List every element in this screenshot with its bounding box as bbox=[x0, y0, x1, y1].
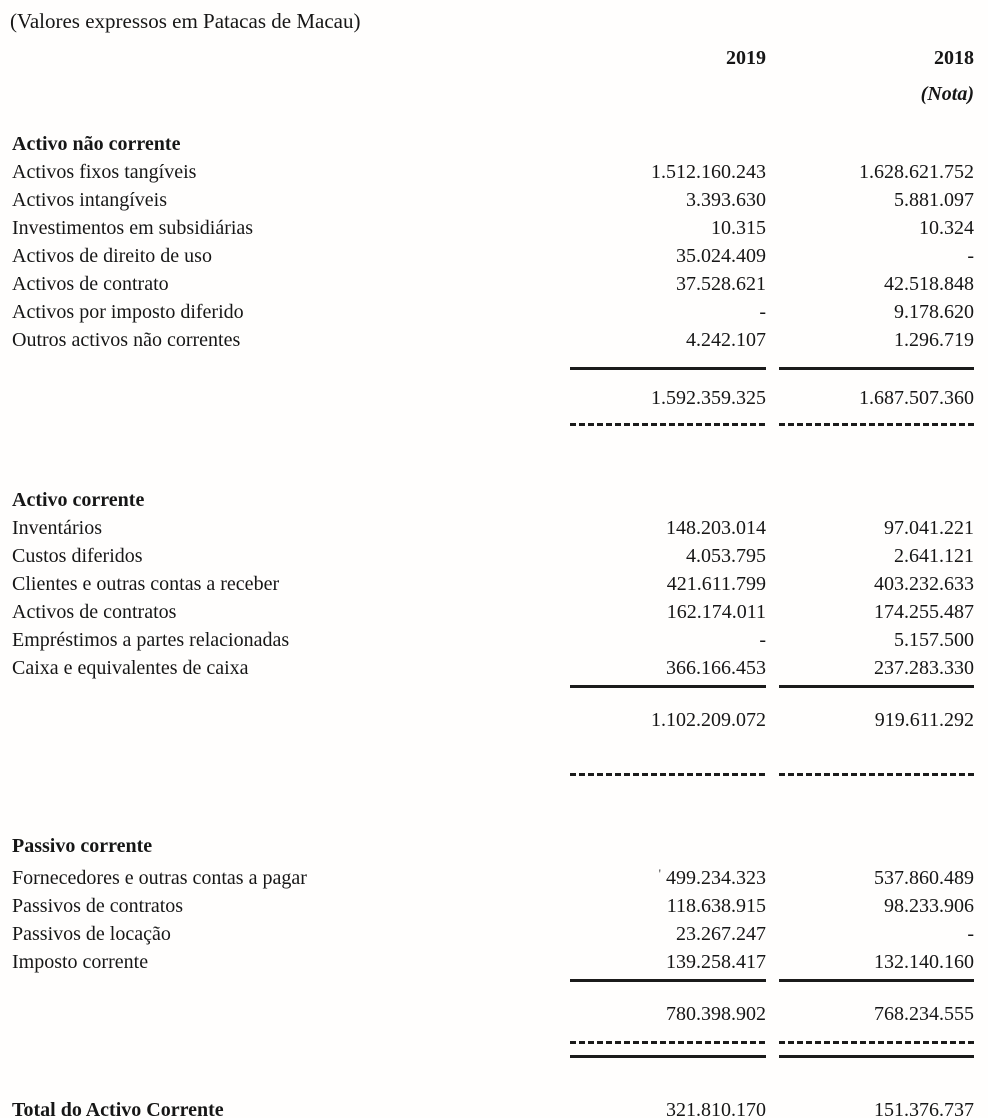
column-headers: 2019 2018 bbox=[0, 46, 988, 70]
row-label: Passivos de locação bbox=[12, 923, 171, 945]
table-row: Empréstimos a partes relacionadas - 5.15… bbox=[0, 626, 988, 654]
value-2018: 98.233.906 bbox=[884, 895, 974, 917]
table-row: Passivos de contratos 118.638.915 98.233… bbox=[0, 892, 988, 920]
value-2018: 2.641.121 bbox=[894, 545, 974, 567]
table-row: Caixa e equivalentes de caixa 366.166.45… bbox=[0, 654, 988, 682]
nota-header-row: (Nota) bbox=[0, 82, 988, 106]
grand-total-2018: 151.376.737 bbox=[874, 1099, 974, 1118]
value-2018: 9.178.620 bbox=[894, 301, 974, 323]
value-2019: - bbox=[759, 301, 766, 323]
table-row: Activos de contratos 162.174.011 174.255… bbox=[0, 598, 988, 626]
value-2019: 118.638.915 bbox=[666, 895, 766, 917]
table-row: Inventários 148.203.014 97.041.221 bbox=[0, 514, 988, 542]
subtotal-rule-solid-closing bbox=[0, 1052, 988, 1062]
row-label: Activos de contrato bbox=[12, 273, 169, 295]
row-label: Outros activos não correntes bbox=[12, 329, 241, 351]
value-2018: 174.255.487 bbox=[874, 601, 974, 623]
row-label: Activos intangíveis bbox=[12, 189, 167, 211]
row-label: Activos por imposto diferido bbox=[12, 301, 244, 323]
row-label: Activos fixos tangíveis bbox=[12, 161, 197, 183]
value-2018: 237.283.330 bbox=[874, 657, 974, 679]
row-label: Passivos de contratos bbox=[12, 895, 184, 917]
value-2018: 42.518.848 bbox=[884, 273, 974, 295]
value-2018: 10.324 bbox=[919, 217, 974, 239]
table-row: Passivos de locação 23.267.247 - bbox=[0, 920, 988, 948]
grand-total-row: Total do Activo Corrente 321.810.170 151… bbox=[0, 1096, 988, 1118]
value-2019: ' 499.234.323 bbox=[658, 866, 766, 889]
value-2018: 5.881.097 bbox=[894, 189, 974, 211]
value-2018: - bbox=[967, 245, 974, 267]
subtotal-rule-dashed bbox=[0, 420, 988, 430]
value-2019: 10.315 bbox=[711, 217, 766, 239]
value-2019: 148.203.014 bbox=[666, 517, 766, 539]
section-title-passivo-corrente: Passivo corrente bbox=[12, 835, 153, 857]
value-2018: 537.860.489 bbox=[874, 867, 974, 889]
subtotal-rule-dashed bbox=[0, 770, 988, 780]
table-row: Fornecedores e outras contas a pagar ' 49… bbox=[0, 860, 988, 892]
value-2018: 5.157.500 bbox=[894, 629, 974, 651]
grand-total-2019: 321.810.170 bbox=[666, 1099, 766, 1118]
row-label: Custos diferidos bbox=[12, 545, 143, 567]
subtotal-rule-dashed bbox=[0, 1038, 988, 1048]
value-2019: 35.024.409 bbox=[676, 245, 766, 267]
value-2019: 162.174.011 bbox=[666, 601, 766, 623]
table-row: Activos de direito de uso 35.024.409 - bbox=[0, 242, 988, 270]
column-header-2018: 2018 bbox=[934, 47, 974, 69]
row-label: Fornecedores e outras contas a pagar bbox=[12, 867, 307, 889]
subtotal-2018: 919.611.292 bbox=[874, 709, 974, 731]
table-row: Outros activos não correntes 4.242.107 1… bbox=[0, 326, 988, 354]
subtotal-2018: 1.687.507.360 bbox=[859, 387, 974, 409]
table-row: Imposto corrente 139.258.417 132.140.160 bbox=[0, 948, 988, 976]
value-2019: 4.242.107 bbox=[686, 329, 766, 351]
subtotal-rule-solid bbox=[0, 976, 988, 986]
nota-label: (Nota) bbox=[920, 83, 974, 105]
subtotal-2019: 780.398.902 bbox=[666, 1003, 766, 1025]
value-2018: - bbox=[967, 923, 974, 945]
subtotal-row: 1.102.209.072 919.611.292 bbox=[0, 706, 988, 734]
value-2018: 1.628.621.752 bbox=[859, 161, 974, 183]
value-2018: 1.296.719 bbox=[894, 329, 974, 351]
value-2019: 1.512.160.243 bbox=[651, 161, 766, 183]
subtotal-2018: 768.234.555 bbox=[874, 1003, 974, 1025]
value-2018: 132.140.160 bbox=[874, 951, 974, 973]
subtotal-2019: 1.592.359.325 bbox=[651, 387, 766, 409]
table-row: Clientes e outras contas a receber 421.6… bbox=[0, 570, 988, 598]
subtotal-rule-solid bbox=[0, 682, 988, 692]
value-2019: - bbox=[759, 629, 766, 651]
scan-tick-mark: ' bbox=[658, 866, 661, 881]
subtotal-row: 780.398.902 768.234.555 bbox=[0, 1000, 988, 1028]
table-row: Activos fixos tangíveis 1.512.160.243 1.… bbox=[0, 158, 988, 186]
column-header-2019: 2019 bbox=[726, 47, 766, 69]
currency-note: (Valores expressos em Patacas de Macau) bbox=[10, 9, 361, 33]
table-row: Activos de contrato 37.528.621 42.518.84… bbox=[0, 270, 988, 298]
row-label: Caixa e equivalentes de caixa bbox=[12, 657, 249, 679]
value-2019: 37.528.621 bbox=[676, 273, 766, 295]
table-row: Activos intangíveis 3.393.630 5.881.097 bbox=[0, 186, 988, 214]
row-label: Activos de direito de uso bbox=[12, 245, 212, 267]
value-2019: 139.258.417 bbox=[666, 951, 766, 973]
row-label: Activos de contratos bbox=[12, 601, 177, 623]
section-title-activo-nao-corrente: Activo não corrente bbox=[12, 133, 181, 155]
value-2019: 366.166.453 bbox=[666, 657, 766, 679]
value-2018: 403.232.633 bbox=[874, 573, 974, 595]
value-2019: 23.267.247 bbox=[676, 923, 766, 945]
grand-total-label: Total do Activo Corrente bbox=[12, 1099, 224, 1118]
subtotal-2019: 1.102.209.072 bbox=[651, 709, 766, 731]
row-label: Investimentos em subsidiárias bbox=[12, 217, 254, 239]
row-label: Clientes e outras contas a receber bbox=[12, 573, 280, 595]
value-2018: 97.041.221 bbox=[884, 517, 974, 539]
subtotal-row: 1.592.359.325 1.687.507.360 bbox=[0, 384, 988, 412]
value-2019: 421.611.799 bbox=[666, 573, 766, 595]
subtotal-rule-solid bbox=[0, 364, 988, 374]
row-label: Empréstimos a partes relacionadas bbox=[12, 629, 290, 651]
table-row: Activos por imposto diferido - 9.178.620 bbox=[0, 298, 988, 326]
section-title-activo-corrente: Activo corrente bbox=[12, 489, 145, 511]
row-label: Imposto corrente bbox=[12, 951, 149, 973]
table-row: Investimentos em subsidiárias 10.315 10.… bbox=[0, 214, 988, 242]
row-label: Inventários bbox=[12, 517, 102, 539]
value-2019: 4.053.795 bbox=[686, 545, 766, 567]
value-2019: 3.393.630 bbox=[686, 189, 766, 211]
table-row: Custos diferidos 4.053.795 2.641.121 bbox=[0, 542, 988, 570]
